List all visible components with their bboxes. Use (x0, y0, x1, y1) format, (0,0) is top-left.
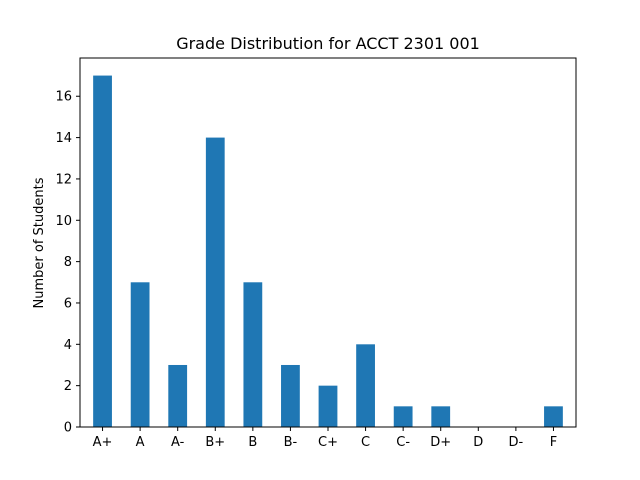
y-tick-label: 4 (64, 338, 72, 353)
bar-f (544, 406, 563, 427)
x-tick-label: F (550, 435, 557, 450)
y-tick-label: 14 (55, 131, 72, 146)
y-tick-label: 0 (64, 421, 72, 436)
y-tick-label: 2 (64, 379, 72, 394)
y-tick-label: 10 (55, 214, 72, 229)
bar-c-minus (393, 406, 413, 427)
x-tick-label: C (361, 435, 370, 450)
bar-c-plus (318, 385, 338, 427)
x-tick-label: B+ (205, 435, 225, 450)
x-tick-label: B (248, 435, 257, 450)
bar-b-minus (281, 364, 300, 427)
bar-b-plus (205, 137, 225, 427)
x-tick-label: C+ (318, 435, 338, 450)
x-tick-label: B- (284, 435, 298, 450)
y-tick-label: 6 (64, 296, 72, 311)
bar-d-plus (431, 406, 451, 427)
bar-a-plus (93, 75, 112, 428)
bar-b (243, 282, 263, 427)
y-tick-label: 16 (55, 90, 72, 105)
y-axis-ticks: 0 2 4 6 8 10 12 14 16 (55, 90, 80, 436)
x-tick-label: C- (396, 435, 410, 450)
plot-area-frame (79, 57, 577, 428)
bar-a (130, 282, 150, 427)
bar-a-minus (168, 364, 188, 427)
chart-title: Grade Distribution for ACCT 2301 001 (176, 34, 480, 53)
x-tick-label: A (136, 435, 145, 450)
x-tick-label: A- (171, 435, 185, 450)
x-tick-label: A+ (93, 435, 113, 450)
x-tick-label: D- (509, 435, 524, 450)
bar-c (356, 344, 375, 427)
x-axis-ticks: A+ A A- B+ B B- C+ C C- D+ D D- F (93, 427, 557, 450)
x-tick-label: D+ (430, 435, 451, 450)
y-axis-label: Number of Students (32, 177, 47, 308)
y-tick-label: 12 (55, 172, 72, 187)
bars-layer (93, 75, 563, 428)
x-tick-label: D (473, 435, 483, 450)
y-tick-label: 8 (64, 255, 72, 270)
